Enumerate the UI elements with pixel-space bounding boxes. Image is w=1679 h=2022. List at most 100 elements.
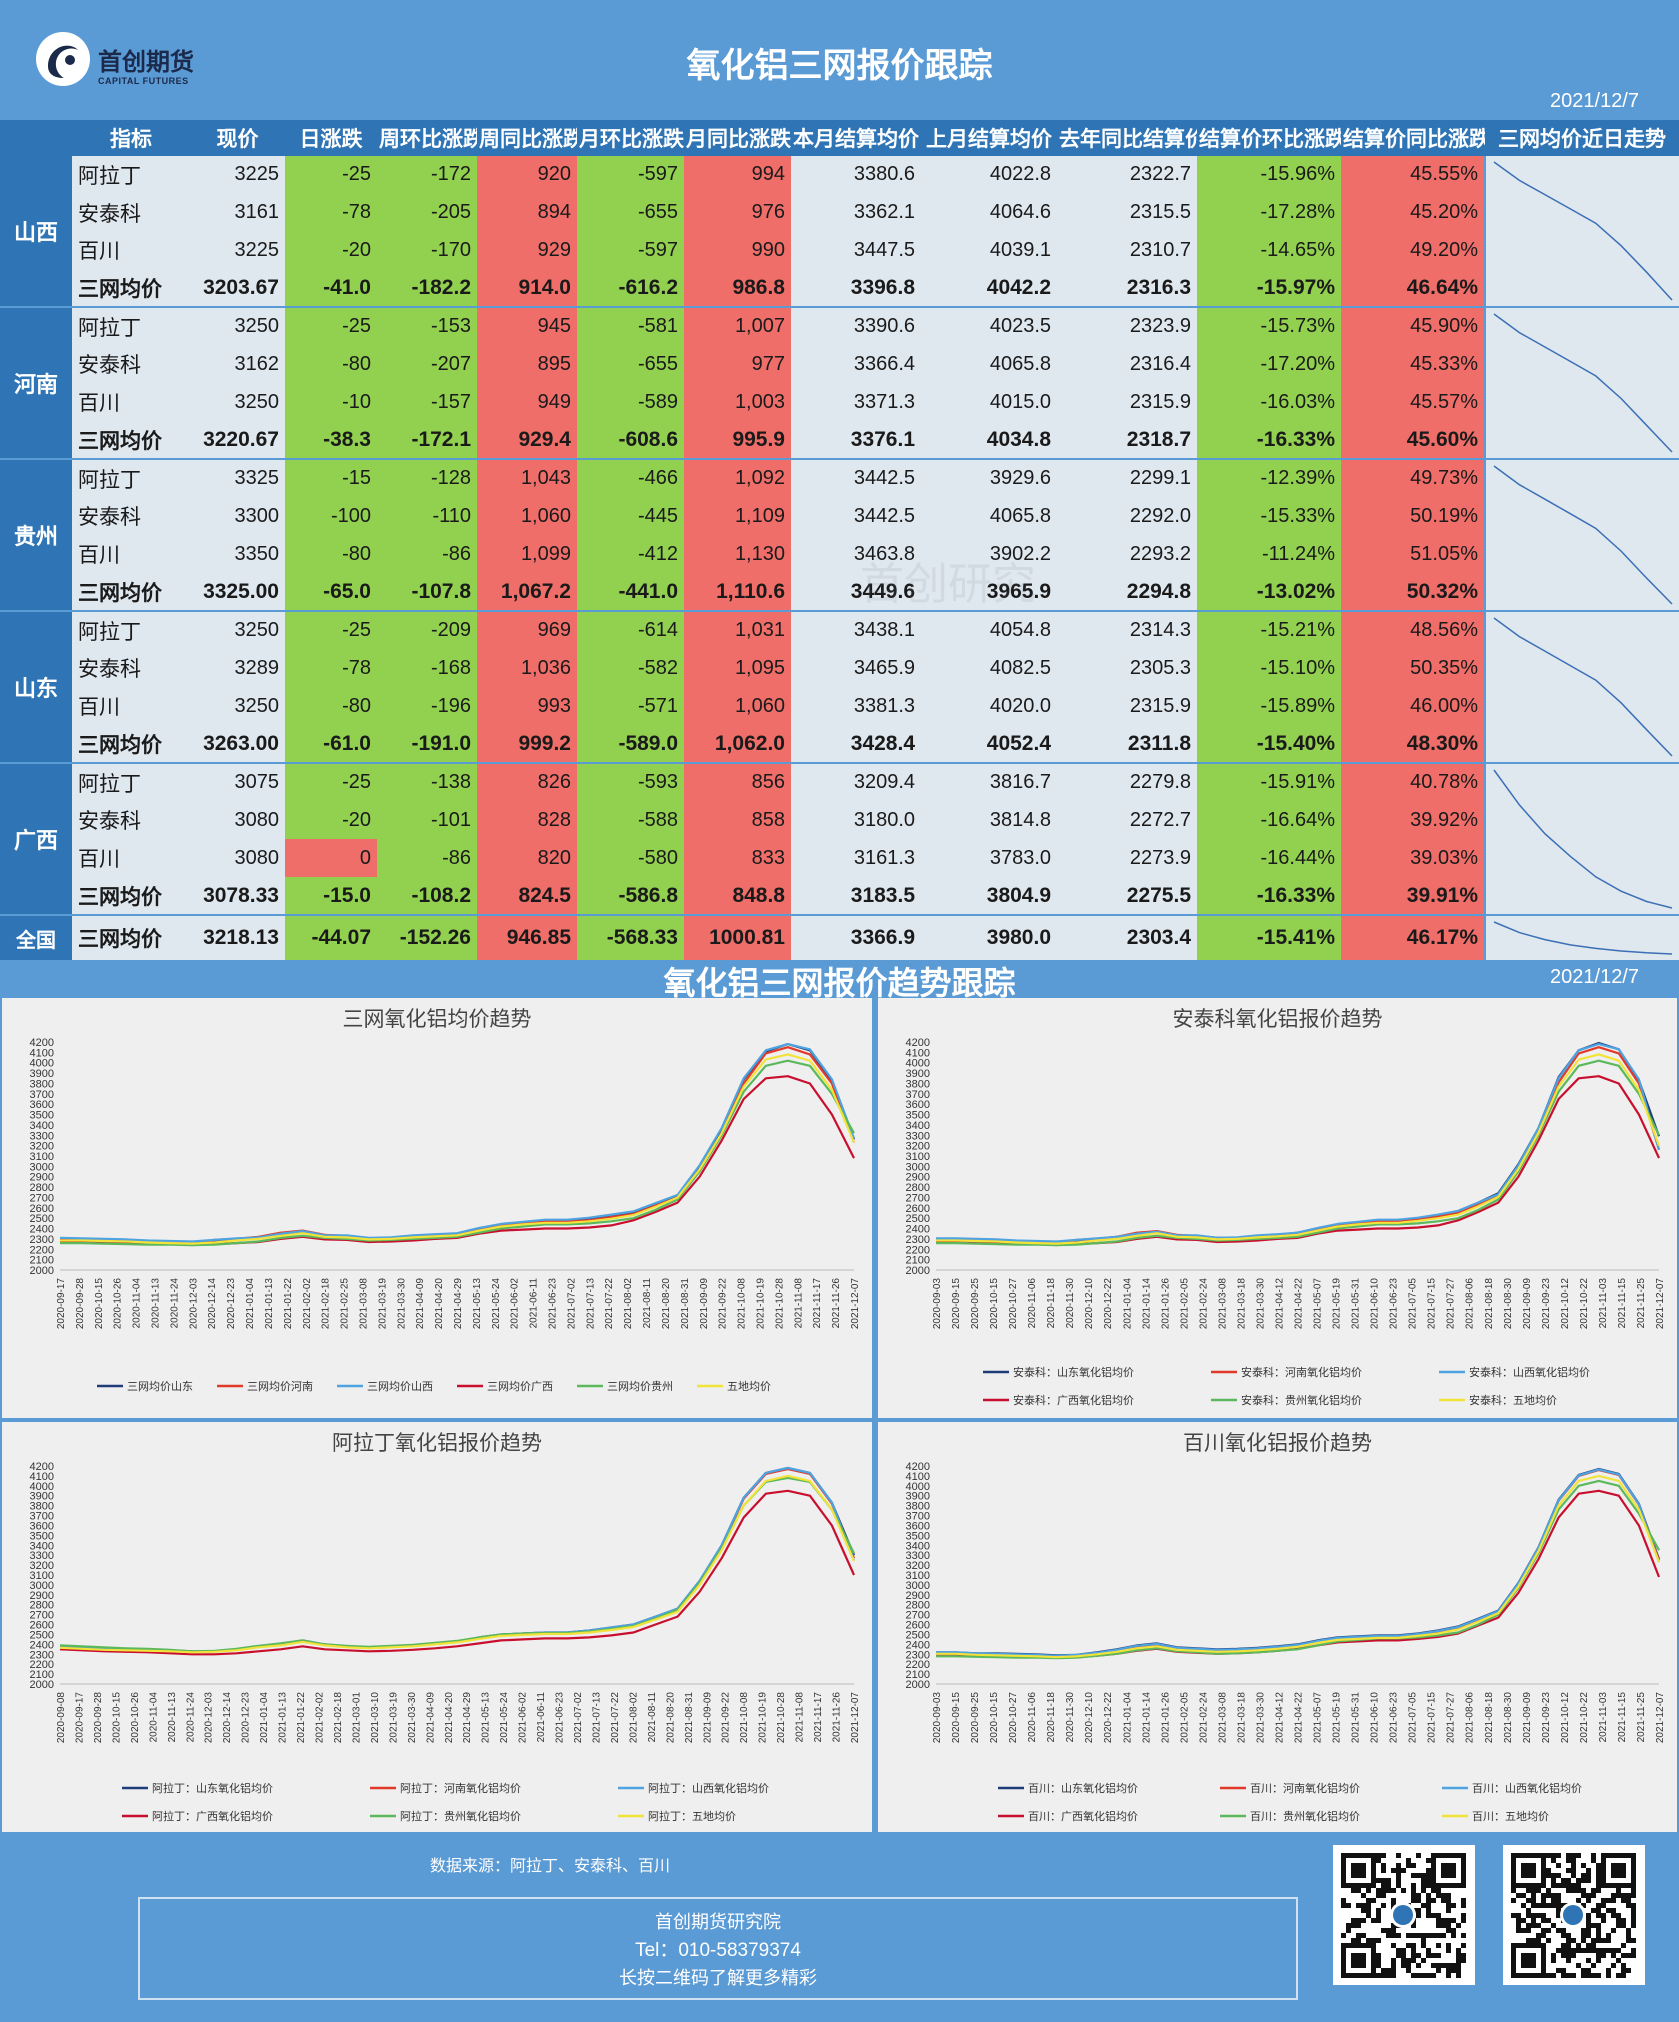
x-tick-label: 2020-09-15: [951, 1692, 962, 1744]
table-cell: 40.78%: [1341, 763, 1485, 801]
x-tick-label: 2021-06-23: [555, 1692, 566, 1744]
x-tick-label: 2021-10-22: [1579, 1278, 1590, 1330]
legend-label: 百川：贵州氧化铝均价: [1250, 1809, 1360, 1823]
legend-item: 阿拉丁：广西氧化铝均价: [122, 1809, 273, 1823]
y-tick-label: 3800: [906, 1078, 930, 1090]
legend-item: 百川：贵州氧化铝均价: [1220, 1809, 1360, 1823]
x-tick-label: 2021-01-22: [283, 1278, 294, 1330]
table-cell: 2305.3: [1057, 649, 1197, 687]
x-tick-label: 2020-09-15: [951, 1278, 962, 1330]
x-tick-label: 2021-09-09: [1522, 1692, 1533, 1744]
x-tick-label: 2020-11-24: [185, 1692, 196, 1743]
row-label: 阿拉丁: [72, 763, 190, 801]
y-tick-label: 2700: [30, 1610, 54, 1622]
y-tick-label: 2400: [906, 1224, 930, 1236]
table-cell: 929.4: [477, 421, 577, 460]
table-cell: 1,036: [477, 649, 577, 687]
table-cell: -15.41%: [1197, 915, 1341, 960]
series-line: [60, 1053, 856, 1245]
x-tick-label: 2021-04-09: [415, 1278, 426, 1330]
x-tick-label: 2021-08-18: [1484, 1278, 1495, 1330]
qr-code-1[interactable]: [1333, 1845, 1475, 1985]
table-cell: -445: [577, 497, 684, 535]
table-cell: 4064.6: [921, 193, 1057, 232]
series-line: [936, 1474, 1661, 1659]
table-cell: 3804.9: [921, 877, 1057, 916]
table-cell: 39.92%: [1341, 801, 1485, 839]
table-cell: 2322.7: [1057, 156, 1197, 194]
table-cell: 3902.2: [921, 535, 1057, 573]
column-header: 周环比涨跌: [377, 120, 477, 156]
legend-item: 百川：山西氧化铝均价: [1442, 1781, 1582, 1795]
legend-item: 三网均价河南: [217, 1380, 313, 1393]
y-tick-label: 3000: [906, 1161, 930, 1173]
y-tick-label: 3700: [30, 1089, 54, 1101]
qr-code-2[interactable]: [1503, 1845, 1645, 1985]
line-chart: 安泰科氧化铝报价趋势 200021002200230024002500260027…: [906, 1007, 1666, 1407]
legend-item: 五地均价: [697, 1380, 771, 1393]
table-cell: 4042.2: [921, 269, 1057, 308]
table-cell: -589.0: [577, 725, 684, 764]
y-tick-label: 3900: [30, 1068, 54, 1080]
row-label: 百川: [72, 535, 190, 573]
y-tick-label: 4100: [906, 1047, 930, 1059]
x-tick-label: 2021-11-26: [831, 1278, 842, 1329]
sparkline: [1493, 313, 1673, 453]
y-tick-label: 3900: [906, 1491, 930, 1503]
table-cell: -172: [377, 156, 477, 194]
legend-label: 安泰科：山东氧化铝均价: [1013, 1365, 1134, 1379]
y-tick-label: 3600: [906, 1099, 930, 1111]
table-cell: 50.35%: [1341, 649, 1485, 687]
logo-english: CAPITAL FUTURES: [98, 76, 189, 86]
y-tick-label: 3100: [30, 1151, 54, 1163]
x-tick-label: 2021-05-07: [1313, 1278, 1324, 1330]
table-cell: -14.65%: [1197, 231, 1341, 270]
x-tick-label: 2020-10-15: [989, 1278, 1000, 1330]
table-cell: 2316.4: [1057, 345, 1197, 383]
y-tick-label: 3800: [30, 1501, 54, 1513]
chart-panel-antaike: 安泰科氧化铝报价趋势 2000 2100 2200 2300 2400 2500 2600 27…: [878, 998, 1677, 1418]
table-cell: -17.28%: [1197, 193, 1341, 232]
table-cell: 1,109: [684, 497, 791, 535]
y-tick-label: 2800: [906, 1182, 930, 1194]
table-cell: -25: [285, 763, 377, 801]
table-cell: 2303.4: [1057, 915, 1197, 960]
x-tick-label: 2021-07-15: [1427, 1278, 1438, 1330]
x-tick-label: 2021-02-05: [1179, 1692, 1190, 1744]
x-tick-label: 2021-01-04: [245, 1278, 256, 1330]
table-cell: 824.5: [477, 877, 577, 916]
trend-section-title: 氧化铝三网报价趋势跟踪: [663, 964, 1016, 1002]
y-tick-label: 3400: [906, 1540, 930, 1552]
x-tick-label: 2021-01-26: [1160, 1692, 1171, 1744]
chart-panel-three-network: 三网氧化铝均价趋势 2000 2100 2200 2300 2400 2500 2600 270…: [2, 998, 872, 1418]
table-cell: -209: [377, 611, 477, 649]
sparkline: [1493, 769, 1673, 909]
sparkline-series: [1493, 617, 1673, 757]
report-date: 2021/12/7: [1550, 90, 1639, 112]
table-cell: 2310.7: [1057, 231, 1197, 270]
table-cell: 3289: [190, 649, 285, 687]
legend-label: 安泰科：贵州氧化铝均价: [1241, 1393, 1362, 1407]
table-cell: 39.03%: [1341, 839, 1485, 877]
table-cell: -15.33%: [1197, 497, 1341, 535]
table-cell: 3463.8: [791, 535, 921, 573]
line-chart: 三网氧化铝均价趋势 2000210022002300240025002600270…: [30, 1007, 861, 1393]
x-tick-label: 2021-01-13: [278, 1692, 289, 1744]
row-label: 三网均价: [72, 573, 190, 612]
y-tick-label: 2800: [906, 1600, 930, 1612]
table-cell: -25: [285, 611, 377, 649]
x-tick-label: 2021-07-05: [1408, 1692, 1419, 1744]
x-tick-label: 2021-10-08: [739, 1692, 750, 1744]
x-tick-label: 2021-09-09: [702, 1692, 713, 1744]
table-cell: 1,067.2: [477, 573, 577, 612]
table-cell: -589: [577, 383, 684, 421]
table-cell: 1,043: [477, 459, 577, 497]
y-tick-label: 3300: [30, 1550, 54, 1562]
table-cell: -191.0: [377, 725, 477, 764]
x-tick-label: 2021-03-18: [1236, 1278, 1247, 1330]
y-tick-label: 2900: [30, 1172, 54, 1184]
y-tick-label: 2200: [906, 1659, 930, 1671]
table-cell: -153: [377, 307, 477, 345]
table-cell: 2272.7: [1057, 801, 1197, 839]
series-line: [60, 1059, 855, 1247]
